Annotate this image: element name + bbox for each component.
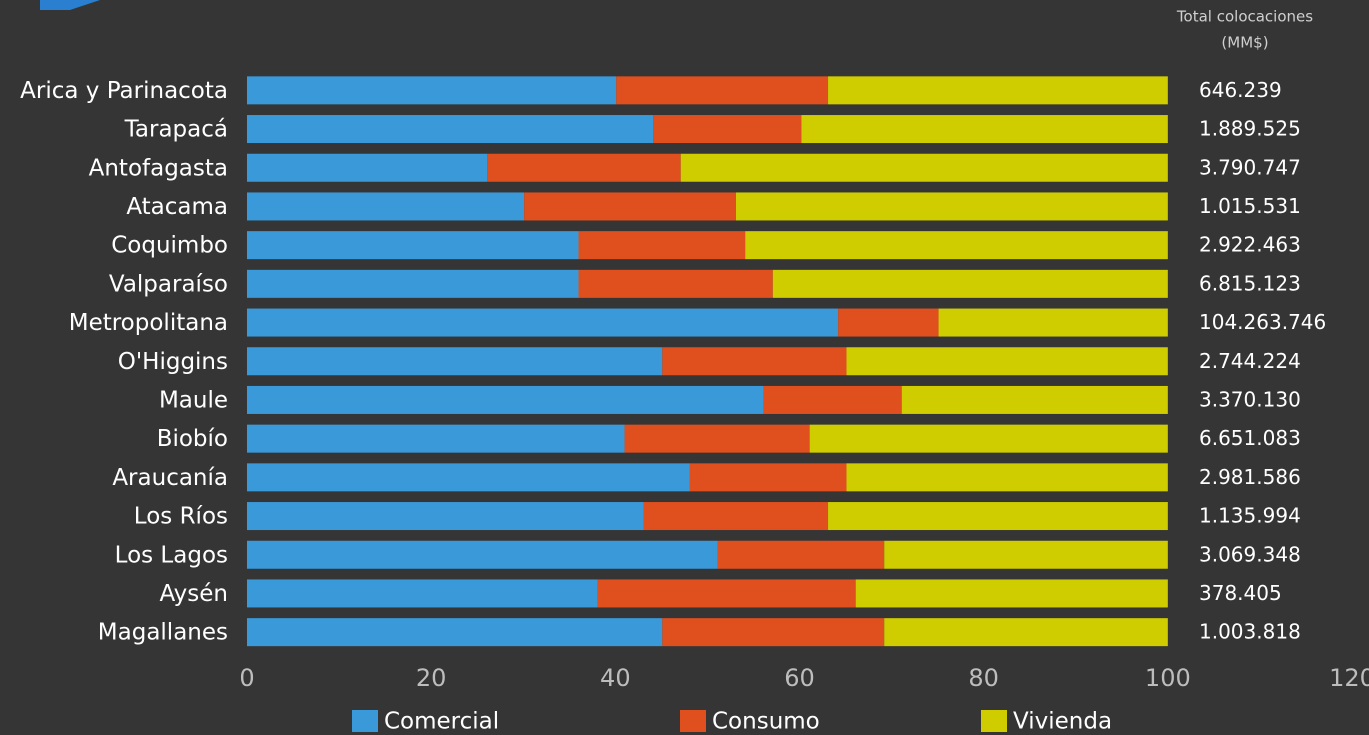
x-tick-label: 80 — [968, 664, 999, 692]
bar-segment — [901, 385, 1168, 414]
bar-segment — [247, 76, 617, 105]
category-label: Atacama — [126, 194, 228, 220]
corner-decoration — [40, 0, 100, 10]
bar-segment — [809, 424, 1168, 453]
total-label: 2.981.586 — [1199, 465, 1301, 489]
totals-title: Total colocaciones — [1176, 8, 1313, 26]
bar-segment — [487, 153, 681, 182]
bar-segment — [643, 502, 829, 531]
total-label: 3.370.130 — [1199, 387, 1301, 411]
bar-segment — [524, 192, 736, 221]
bar-segment — [616, 76, 829, 105]
category-label: Magallanes — [98, 620, 228, 646]
total-label: 104.263.746 — [1199, 310, 1326, 334]
bar-segment — [247, 153, 488, 182]
bar-segment — [801, 115, 1168, 144]
bar-segment — [855, 579, 1168, 608]
bar-segment — [662, 618, 885, 647]
bar-segment — [247, 115, 654, 144]
bar-segment — [247, 269, 579, 298]
x-tick-label: 20 — [416, 664, 447, 692]
bar-segment — [763, 385, 902, 414]
bar-segment — [597, 579, 856, 608]
bar-segment — [624, 424, 810, 453]
bar-segment — [578, 269, 773, 298]
bar-segment — [938, 308, 1168, 337]
total-label: 3.790.747 — [1199, 155, 1301, 179]
bar-segment — [717, 540, 885, 569]
x-tick-label: 40 — [600, 664, 631, 692]
bar-segment — [772, 269, 1168, 298]
category-label: Tarapacá — [124, 117, 228, 143]
bar-segment — [247, 308, 839, 337]
category-label: Los Lagos — [115, 542, 228, 568]
bar-segment — [247, 463, 690, 492]
bar-segment — [745, 231, 1168, 260]
legend-swatch — [352, 710, 378, 732]
bar-segment — [247, 579, 598, 608]
totals-unit: (MM$) — [1221, 34, 1268, 52]
legend-swatch — [981, 710, 1007, 732]
legend-label: Vivienda — [1013, 709, 1112, 735]
bar-segment — [828, 76, 1168, 105]
bar-segment — [828, 502, 1168, 531]
category-label: Los Ríos — [134, 504, 228, 530]
total-label: 2.744.224 — [1199, 349, 1301, 373]
category-label: Arica y Parinacota — [20, 78, 228, 104]
bar-segment — [838, 308, 939, 337]
total-label: 3.069.348 — [1199, 542, 1301, 566]
bar-segment — [884, 618, 1168, 647]
category-label: Araucanía — [112, 465, 228, 491]
bar-segment — [247, 192, 525, 221]
category-label: Maule — [159, 387, 228, 413]
legend-label: Comercial — [384, 709, 499, 735]
bar-segment — [247, 502, 644, 531]
total-label: 378.405 — [1199, 581, 1282, 605]
total-label: 1.135.994 — [1199, 504, 1301, 528]
category-label: Valparaíso — [109, 271, 228, 297]
x-tick-label: 60 — [784, 664, 815, 692]
total-label: 1.003.818 — [1199, 620, 1301, 644]
total-label: 6.651.083 — [1199, 426, 1301, 450]
bar-segment — [846, 347, 1168, 376]
total-label: 1.889.525 — [1199, 117, 1301, 141]
category-label: Biobío — [157, 426, 228, 452]
legend-swatch — [680, 710, 706, 732]
bar-segment — [884, 540, 1168, 569]
category-label: Antofagasta — [89, 155, 228, 181]
x-tick-label: 100 — [1145, 664, 1191, 692]
bar-segment — [846, 463, 1168, 492]
x-tick-label: 120 — [1329, 664, 1369, 692]
total-label: 1.015.531 — [1199, 194, 1301, 218]
bar-segment — [247, 231, 579, 260]
category-label: Coquimbo — [111, 233, 228, 259]
category-label: Metropolitana — [69, 310, 228, 336]
bar-segment — [578, 231, 746, 260]
bar-segment — [247, 385, 764, 414]
bar-segment — [680, 153, 1168, 182]
bar-segment — [247, 424, 625, 453]
category-label: Aysén — [160, 581, 229, 607]
legend-label: Consumo — [712, 709, 820, 735]
bar-segment — [247, 618, 663, 647]
bar-segment — [247, 540, 718, 569]
total-label: 646.239 — [1199, 78, 1282, 102]
bar-segment — [735, 192, 1168, 221]
bar-segment — [653, 115, 802, 144]
bar-segment — [247, 347, 663, 376]
category-label: O'Higgins — [118, 349, 228, 375]
bar-segment — [662, 347, 847, 376]
total-label: 6.815.123 — [1199, 271, 1301, 295]
bar-segment — [689, 463, 847, 492]
total-label: 2.922.463 — [1199, 233, 1301, 257]
x-tick-label: 0 — [239, 664, 254, 692]
